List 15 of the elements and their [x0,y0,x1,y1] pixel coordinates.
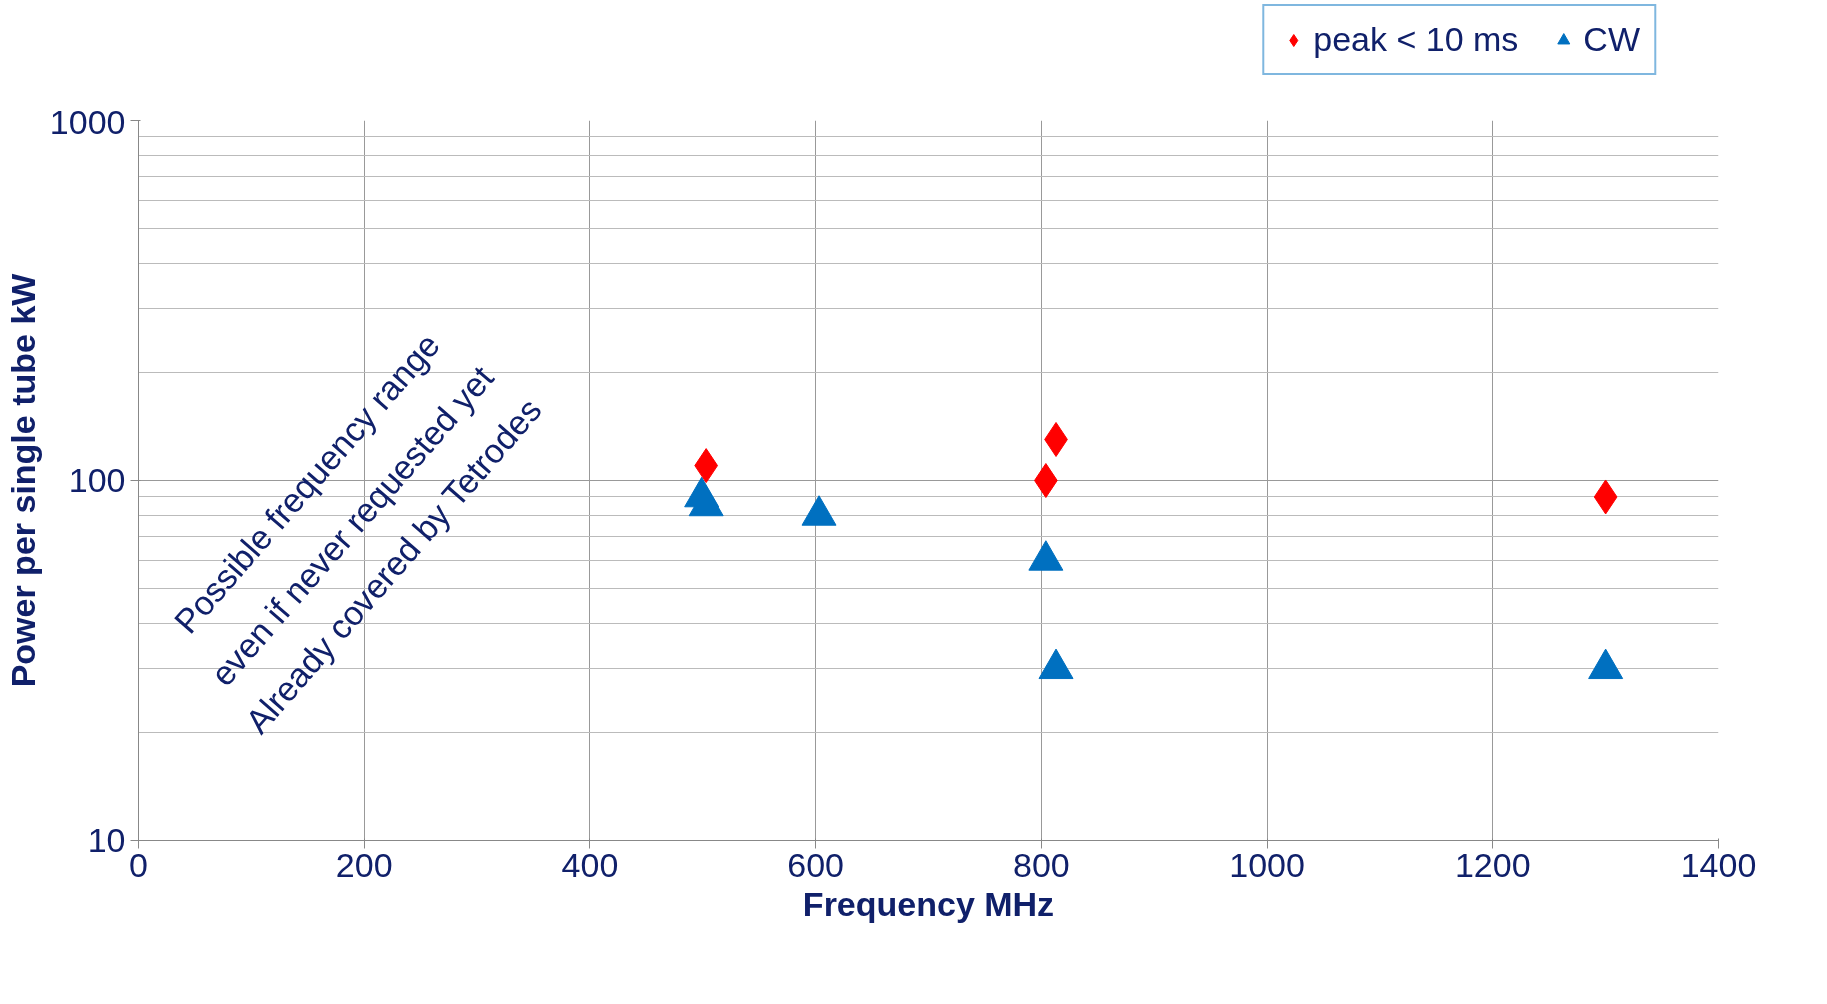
x-tick-label: 1400 [1680,845,1757,884]
x-tick-label: 400 [561,845,619,884]
x-axis-title: Frequency MHz [802,884,1055,923]
y-tick-label: 100 [68,461,126,499]
x-tick-label: 800 [1012,845,1070,884]
y-axis-title: Power per single tube kW [3,272,42,688]
x-tick-label: 600 [787,845,845,884]
x-tick-label: 200 [335,845,393,884]
x-tick-label: 1200 [1454,845,1531,884]
legend-label: peak < 10 ms [1313,20,1519,59]
legend-label: CW [1583,20,1640,59]
y-tick-label: 1000 [49,102,126,141]
x-tick-label: 0 [129,845,148,884]
y-tick-label: 10 [87,821,126,859]
x-tick-label: 1000 [1229,845,1305,884]
